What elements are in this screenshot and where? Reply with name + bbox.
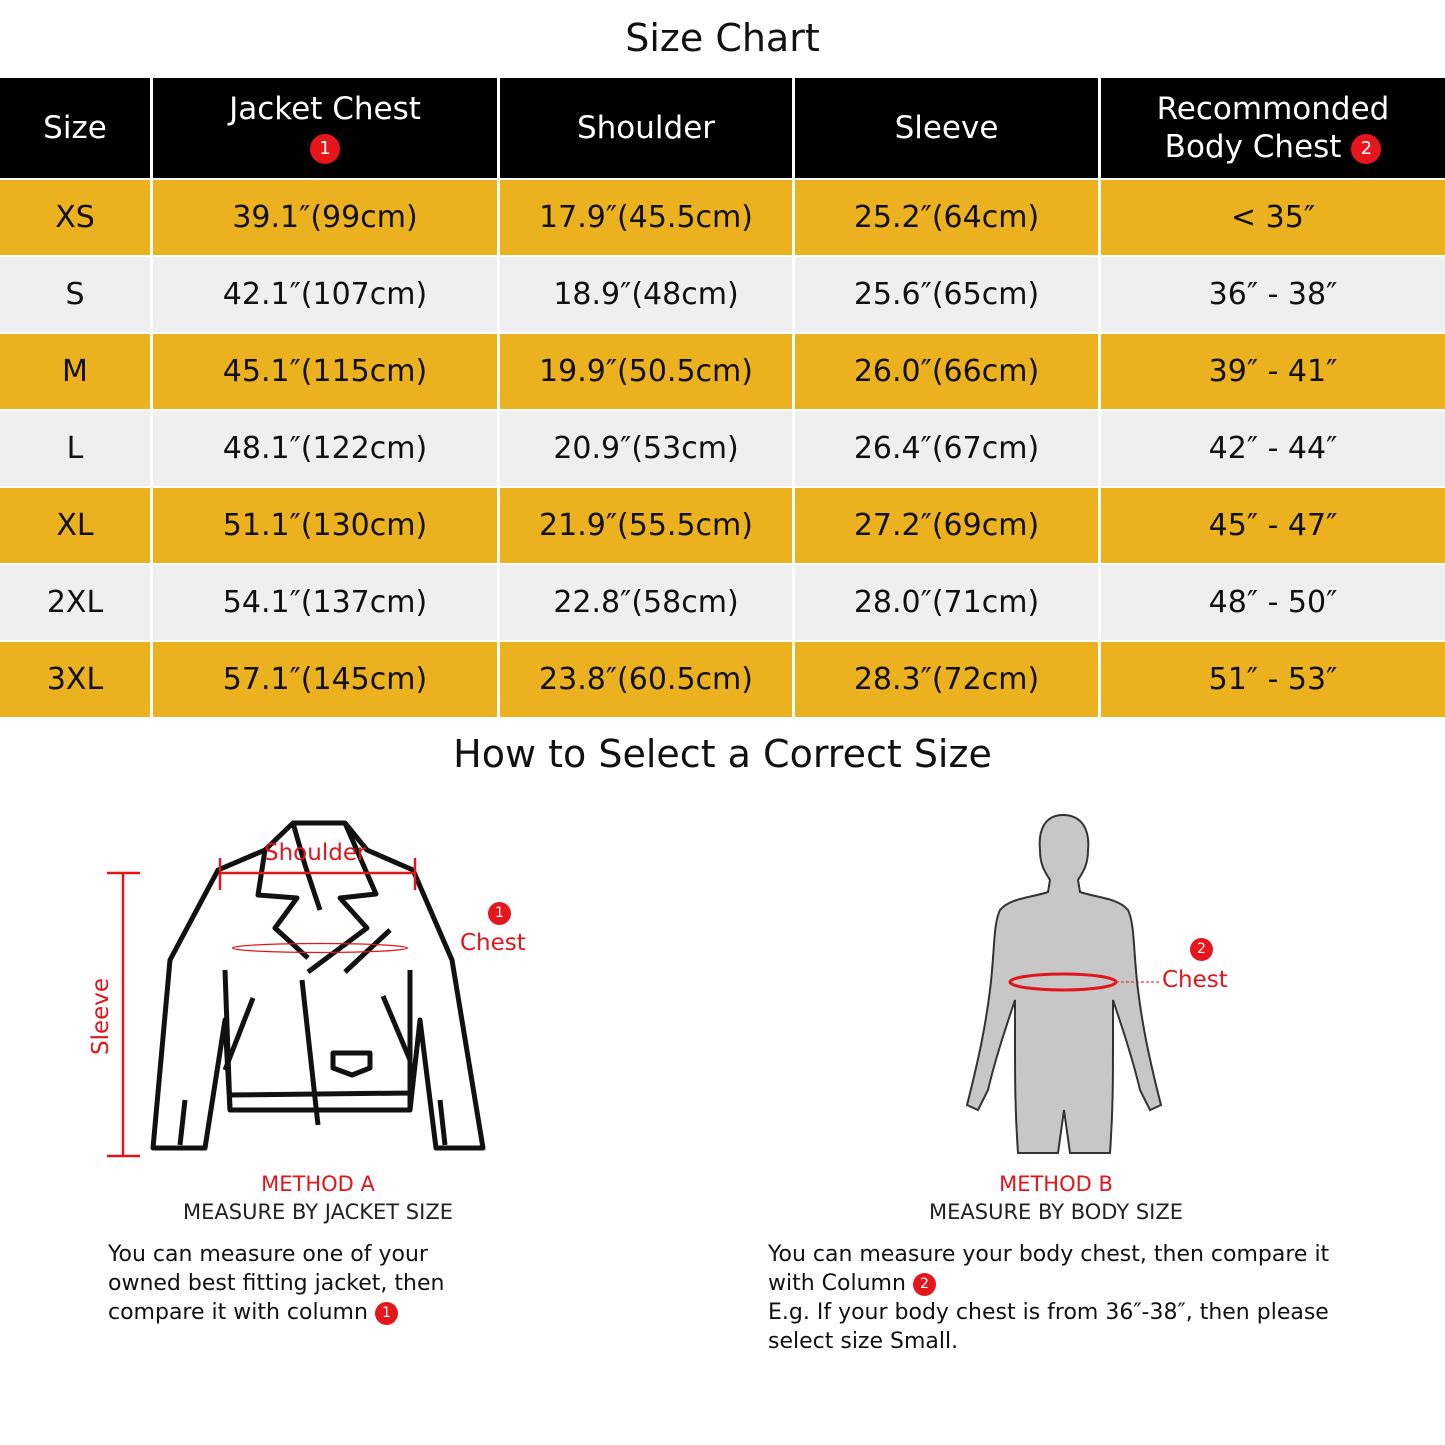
cell-jacket-chest: 39.1″(99cm) (153, 180, 497, 255)
cell-shoulder: 18.9″(48cm) (500, 257, 792, 332)
table-row: XL 51.1″(130cm) 21.9″(55.5cm) 27.2″(69cm) 45… (0, 488, 1445, 563)
cell-sleeve: 28.0″(71cm) (795, 565, 1098, 640)
method-a-title: METHOD A (261, 1172, 375, 1196)
method-a-description: You can measure one of your owned best f… (108, 1240, 488, 1327)
table-row: M 45.1″(115cm) 19.9″(50.5cm) 26.0″(66cm) 39″… (0, 334, 1445, 409)
method-a: METHOD A MEASURE BY JACKET SIZE (118, 1170, 518, 1226)
cell-body-chest: 39″ - 41″ (1101, 334, 1445, 409)
chest-badge-1: 1 (488, 902, 511, 925)
shoulder-label: Shoulder (264, 840, 367, 866)
cell-body-chest: 36″ - 38″ (1101, 257, 1445, 332)
jacket-chest-label: Chest (460, 930, 526, 956)
cell-shoulder: 20.9″(53cm) (500, 411, 792, 486)
cell-body-chest: < 35″ (1101, 180, 1445, 255)
table-row: 3XL 57.1″(145cm) 23.8″(60.5cm) 28.3″(72cm) 5… (0, 642, 1445, 717)
header-label: Recommonded (1156, 91, 1390, 127)
cell-jacket-chest: 45.1″(115cm) (153, 334, 497, 409)
cell-jacket-chest: 42.1″(107cm) (153, 257, 497, 332)
cell-jacket-chest: 54.1″(137cm) (153, 565, 497, 640)
header-sleeve: Sleeve (795, 78, 1098, 178)
cell-shoulder: 23.8″(60.5cm) (500, 642, 792, 717)
cell-sleeve: 27.2″(69cm) (795, 488, 1098, 563)
body-illustration (965, 813, 1163, 1154)
cell-size: S (0, 257, 150, 332)
method-b: METHOD B MEASURE BY BODY SIZE (856, 1170, 1256, 1226)
method-b-text: You can measure your body chest, then co… (768, 1242, 1330, 1296)
header-label: Jacket Chest (229, 91, 421, 127)
cell-jacket-chest: 48.1″(122cm) (153, 411, 497, 486)
cell-size: 2XL (0, 565, 150, 640)
cell-body-chest: 51″ - 53″ (1101, 642, 1445, 717)
sleeve-label: Sleeve (88, 977, 114, 1055)
cell-shoulder: 22.8″(58cm) (500, 565, 792, 640)
cell-body-chest: 48″ - 50″ (1101, 565, 1445, 640)
table-row: 2XL 54.1″(137cm) 22.8″(58cm) 28.0″(71cm) 48″… (0, 565, 1445, 640)
jacket-illustration (107, 820, 486, 1158)
badge-2: 2 (1351, 133, 1382, 164)
cell-jacket-chest: 57.1″(145cm) (153, 642, 497, 717)
page-title: Size Chart (625, 16, 820, 60)
method-b-title: METHOD B (999, 1172, 1113, 1196)
cell-shoulder: 19.9″(50.5cm) (500, 334, 792, 409)
header-shoulder: Shoulder (500, 78, 792, 178)
cell-size: XS (0, 180, 150, 255)
badge-1: 1 (374, 1301, 398, 1325)
chest-badge-2: 2 (1190, 938, 1213, 961)
table-row: S 42.1″(107cm) 18.9″(48cm) 25.6″(65cm) 36″ -… (0, 257, 1445, 332)
body-chest-label: Chest (1162, 967, 1228, 993)
method-b-example: E.g. If your body chest is from 36″-38″,… (768, 1300, 1329, 1354)
table-row: XS 39.1″(99cm) 17.9″(45.5cm) 25.2″(64cm) < 3… (0, 180, 1445, 255)
cell-sleeve: 26.0″(66cm) (795, 334, 1098, 409)
method-b-subtitle: MEASURE BY BODY SIZE (928, 1200, 1184, 1224)
method-b-description: You can measure your body chest, then co… (768, 1240, 1378, 1356)
cell-jacket-chest: 51.1″(130cm) (153, 488, 497, 563)
cell-sleeve: 28.3″(72cm) (795, 642, 1098, 717)
header-label: Body Chest (1164, 129, 1342, 165)
cell-size: 3XL (0, 642, 150, 717)
header-size: Size (0, 78, 150, 178)
cell-body-chest: 45″ - 47″ (1101, 488, 1445, 563)
cell-size: XL (0, 488, 150, 563)
method-a-subtitle: MEASURE BY JACKET SIZE (183, 1200, 453, 1224)
cell-shoulder: 21.9″(55.5cm) (500, 488, 792, 563)
guide-title: How to Select a Correct Size (453, 732, 992, 776)
badge-2: 2 (912, 1272, 936, 1296)
cell-shoulder: 17.9″(45.5cm) (500, 180, 792, 255)
table-header-row: Size Jacket Chest 1 Shoulder Sleeve Recom… (0, 78, 1445, 178)
cell-body-chest: 42″ - 44″ (1101, 411, 1445, 486)
header-body-chest: Recommonded Body Chest 2 (1101, 78, 1445, 178)
size-table: Size Jacket Chest 1 Shoulder Sleeve Recom… (0, 76, 1445, 719)
cell-sleeve: 25.2″(64cm) (795, 180, 1098, 255)
badge-1: 1 (310, 133, 340, 164)
table-row: L 48.1″(122cm) 20.9″(53cm) 26.4″(67cm) 42″ -… (0, 411, 1445, 486)
cell-sleeve: 26.4″(67cm) (795, 411, 1098, 486)
method-a-text: You can measure one of your owned best f… (108, 1242, 445, 1325)
cell-sleeve: 25.6″(65cm) (795, 257, 1098, 332)
header-jacket-chest: Jacket Chest 1 (153, 78, 497, 178)
cell-size: M (0, 334, 150, 409)
cell-size: L (0, 411, 150, 486)
